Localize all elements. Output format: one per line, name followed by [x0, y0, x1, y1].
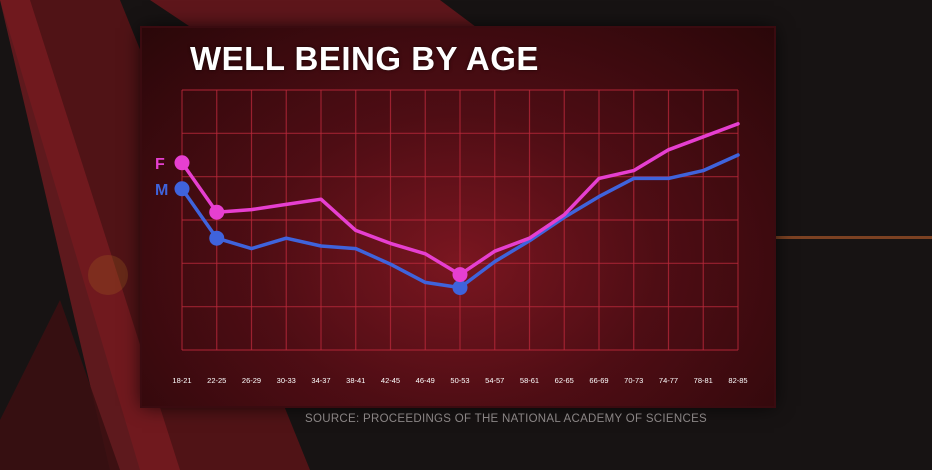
x-tick-label: 78-81: [694, 376, 713, 385]
x-tick-label: 26-29: [242, 376, 261, 385]
data-point-m: [209, 230, 225, 246]
x-tick-label: 62-65: [555, 376, 574, 385]
chart-title: WELL BEING BY AGE: [190, 40, 539, 77]
x-tick-label: 70-73: [624, 376, 643, 385]
grid: [181, 89, 739, 351]
data-point-m: [174, 181, 190, 197]
source-caption: SOURCE: PROCEEDINGS OF THE NATIONAL ACAD…: [305, 413, 708, 425]
x-tick-labels: 18-21 22-25 26-29 30-33 34-37 38-41 42-45 46-49…: [172, 376, 747, 385]
x-tick-label: 42-45: [381, 376, 400, 385]
x-tick-label: 22-25: [207, 376, 226, 385]
x-tick-label: 30-33: [277, 376, 296, 385]
x-tick-label: 82-85: [728, 376, 747, 385]
x-tick-label: 38-41: [346, 376, 365, 385]
legend-label-m: M: [155, 182, 168, 199]
x-tick-label: 66-69: [589, 376, 608, 385]
x-tick-label: 34-37: [311, 376, 330, 385]
data-point-m: [452, 280, 468, 296]
x-tick-label: 18-21: [172, 376, 191, 385]
data-point-f: [452, 267, 468, 283]
x-tick-label: 74-77: [659, 376, 678, 385]
legend-label-f: F: [155, 156, 165, 173]
data-point-f: [209, 204, 225, 220]
x-tick-label: 54-57: [485, 376, 504, 385]
series-markers: [174, 155, 468, 296]
chart-panel: 18-21 22-25 26-29 30-33 34-37 38-41 42-45 46-49…: [142, 28, 774, 406]
x-tick-label: 58-61: [520, 376, 539, 385]
x-tick-label: 46-49: [416, 376, 435, 385]
line-chart: 18-21 22-25 26-29 30-33 34-37 38-41 42-45 46-49…: [155, 89, 748, 385]
data-point-f: [174, 155, 190, 171]
x-tick-label: 50-53: [450, 376, 469, 385]
